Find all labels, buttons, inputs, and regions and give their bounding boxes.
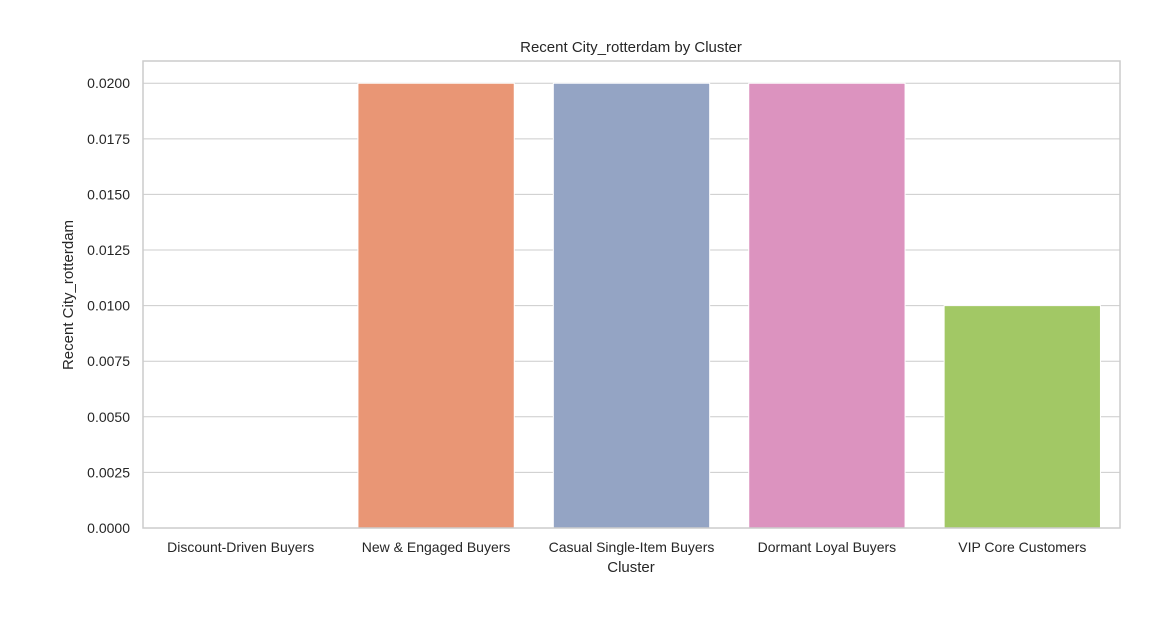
y-tick-label: 0.0125	[87, 242, 130, 258]
x-tick-label: VIP Core Customers	[958, 539, 1086, 555]
y-tick-label: 0.0200	[87, 75, 130, 91]
y-tick-labels: 0.0000 0.0025 0.0050 0.0075 0.0100 0.0125 0.01…	[87, 75, 130, 536]
y-tick-label: 0.0100	[87, 298, 130, 314]
y-tick-label: 0.0025	[87, 464, 130, 480]
y-tick-label: 0.0050	[87, 409, 130, 425]
y-tick-label: 0.0150	[87, 186, 130, 202]
x-axis-label: Cluster	[607, 559, 655, 576]
bars	[357, 82, 1101, 529]
bar	[552, 82, 711, 529]
x-tick-label: Casual Single-Item Buyers	[549, 539, 715, 555]
bar	[748, 82, 906, 529]
y-axis-label: Recent City_rotterdam	[60, 220, 77, 370]
plot-frame	[142, 60, 1121, 529]
chart-title: Recent City_rotterdam by Cluster	[520, 39, 742, 56]
bar	[357, 82, 515, 529]
x-tick-labels: Discount-Driven Buyers New & Engaged Buye…	[167, 539, 1086, 555]
y-tick-label: 0.0075	[87, 353, 130, 369]
y-tick-label: 0.0000	[87, 520, 130, 536]
bar	[943, 305, 1101, 529]
x-tick-label: New & Engaged Buyers	[362, 539, 511, 555]
x-tick-label: Dormant Loyal Buyers	[758, 539, 897, 555]
x-tick-label: Discount-Driven Buyers	[167, 539, 314, 555]
y-tick-label: 0.0175	[87, 131, 130, 147]
